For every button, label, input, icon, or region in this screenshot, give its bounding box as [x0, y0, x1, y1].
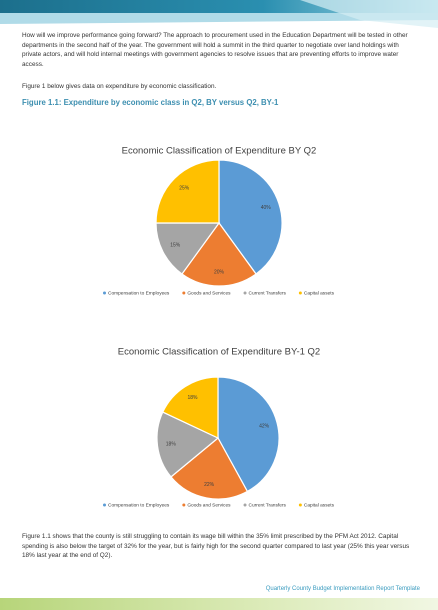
legend-marker — [298, 503, 302, 507]
legend-label: Compensation to Employees — [108, 502, 170, 508]
pie-slice — [155, 222, 221, 275]
chart-title: Economic Classification of Expenditure B… — [118, 347, 320, 358]
legend-marker — [298, 291, 302, 295]
pie-chart: Economic Classification of Expenditure B… — [103, 347, 335, 508]
pie-slice — [217, 376, 280, 493]
header-banner — [0, 0, 438, 28]
data-label: 18% — [166, 441, 177, 447]
pie-slice — [162, 376, 219, 439]
figure-heading: Figure 1.1: Expenditure by economic clas… — [22, 98, 279, 107]
data-label: 15% — [170, 243, 181, 249]
legend-marker — [243, 503, 247, 507]
data-label: 40% — [261, 205, 272, 211]
legend-label: Capital assets — [304, 502, 335, 508]
legend-label: Capital assets — [304, 290, 335, 296]
pie-chart: Economic Classification of Expenditure B… — [103, 146, 335, 296]
pie-slice — [181, 221, 257, 287]
pie-slice — [170, 437, 249, 500]
data-label: 42% — [259, 423, 270, 429]
legend-marker — [182, 503, 186, 507]
data-label: 22% — [204, 482, 215, 488]
footer-bar — [0, 598, 438, 610]
data-label: 20% — [214, 269, 225, 275]
data-label: 25% — [179, 186, 190, 192]
legend-label: Current Transfers — [249, 502, 287, 508]
legend-marker — [243, 291, 247, 295]
pie-slice — [155, 159, 220, 224]
legend-label: Current Transfers — [249, 290, 287, 296]
pie-slice — [218, 159, 283, 275]
legend-label: Goods and Services — [187, 290, 231, 296]
legend-marker — [103, 503, 106, 507]
paragraph: Figure 1.1 shows that the county is stil… — [22, 533, 410, 560]
legend-label: Compensation to Employees — [108, 290, 170, 296]
footer-text: Quarterly County Budget Implementation R… — [265, 586, 420, 592]
legend-marker — [182, 291, 186, 295]
legend-marker — [103, 291, 106, 295]
pie-slice — [156, 411, 220, 478]
data-label: 18% — [187, 395, 198, 401]
paragraph: How will we improve performance going fo… — [22, 32, 408, 68]
chart-title: Economic Classification of Expenditure B… — [122, 146, 317, 157]
paragraph: Figure 1 below gives data on expenditure… — [22, 83, 217, 90]
legend-label: Goods and Services — [187, 502, 231, 508]
